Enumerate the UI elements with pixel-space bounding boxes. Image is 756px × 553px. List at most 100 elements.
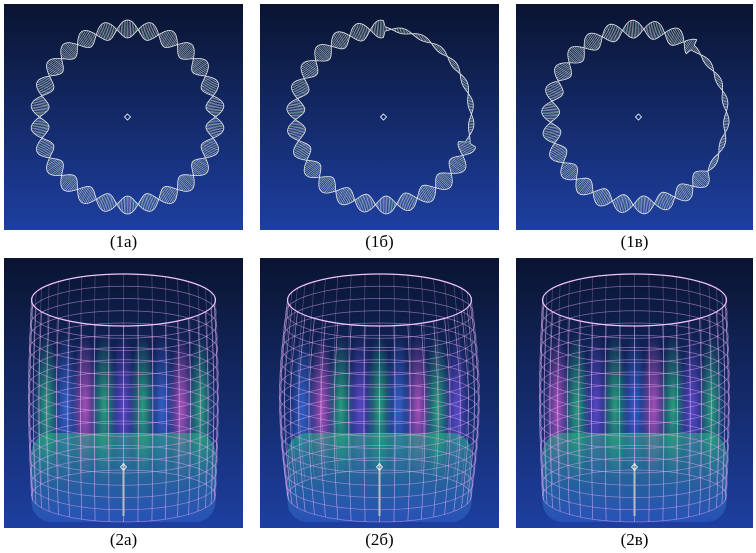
ring-mesh: [391, 199, 394, 210]
ring-mesh: [31, 104, 50, 108]
mesh-line: [177, 278, 180, 476]
ring-mesh: [468, 125, 474, 127]
ring-mesh: [696, 50, 699, 54]
ring-mesh: [112, 199, 115, 209]
ring-mesh: [322, 44, 332, 55]
caption: (1б): [365, 232, 394, 251]
ring-mesh: [358, 195, 363, 209]
ring-mesh: [292, 100, 301, 103]
background: [260, 4, 499, 230]
ring-mesh: [678, 36, 684, 44]
ring-mesh: [435, 183, 440, 190]
ring-mesh: [685, 39, 696, 53]
ring-mesh: [416, 33, 420, 39]
ring-mesh: [114, 201, 116, 207]
ring-mesh: [91, 193, 96, 203]
ring-mesh: [455, 156, 466, 163]
ring-mesh: [179, 43, 192, 58]
ring-mesh: [37, 134, 46, 137]
ring-mesh: [595, 188, 604, 204]
ring-mesh: [715, 78, 721, 82]
ring-mesh: [552, 144, 559, 148]
ring-mesh: [645, 26, 647, 33]
ring-mesh: [710, 161, 716, 166]
top-rim: [541, 273, 728, 327]
ring-mesh: [61, 46, 74, 60]
ring-mesh: [445, 172, 453, 180]
ring-mesh: [192, 171, 198, 176]
ring-mesh: [597, 188, 606, 205]
ring-mesh: [308, 60, 318, 68]
mesh-line: [619, 325, 621, 522]
ring-mesh: [593, 191, 596, 196]
ring-mesh: [675, 192, 679, 200]
ring-mesh: [378, 20, 380, 38]
ring-mesh: [415, 33, 418, 38]
ring-mesh: [154, 196, 158, 204]
ring-mesh: [37, 146, 55, 154]
ring-mesh: [545, 105, 558, 108]
ring-mesh: [703, 58, 709, 63]
ring-mesh: [200, 146, 218, 154]
mesh-line: [716, 288, 720, 485]
ring-mesh: [177, 185, 182, 191]
ring-mesh: [346, 191, 353, 205]
ring-panel: [260, 4, 499, 230]
ring-mesh: [402, 28, 405, 34]
ring-mesh: [655, 199, 658, 207]
ring-mesh: [625, 25, 628, 35]
mesh-line: [708, 284, 712, 481]
ring-mesh: [689, 185, 694, 190]
ring-mesh: [311, 169, 322, 178]
ring-mesh: [594, 188, 603, 202]
ring-mesh: [114, 27, 116, 33]
ring-mesh: [619, 194, 624, 213]
ring-mesh: [561, 165, 577, 177]
ring-mesh: [102, 193, 108, 211]
ring-mesh: [542, 108, 560, 111]
ring-mesh: [99, 194, 105, 208]
ring-mesh: [140, 199, 143, 209]
ring-mesh: [608, 24, 615, 42]
ring-mesh: [97, 30, 101, 38]
mesh-line: [290, 288, 298, 485]
ring-mesh: [327, 44, 332, 51]
mesh-line: [279, 299, 288, 497]
ring-mesh: [291, 86, 309, 93]
ring-mesh: [656, 197, 660, 208]
ring-mesh: [660, 193, 666, 210]
ring-mesh: [687, 184, 693, 192]
ring-mesh: [191, 59, 206, 71]
ring-mesh: [290, 133, 304, 138]
ring-mesh: [33, 100, 48, 104]
mesh-line: [662, 275, 665, 472]
ring-mesh: [330, 185, 336, 193]
ring-mesh: [181, 174, 194, 188]
ring-mesh: [39, 79, 54, 87]
ring-mesh: [69, 181, 78, 192]
ring-mesh: [161, 30, 169, 45]
ring-mesh: [560, 162, 571, 170]
ring-mesh: [207, 108, 224, 111]
mesh-line: [453, 315, 461, 512]
ring-mesh: [617, 26, 621, 37]
ring-mesh: [88, 191, 95, 204]
mesh-line: [543, 307, 548, 505]
ring-mesh: [657, 25, 662, 38]
ring-mesh: [197, 68, 209, 76]
ring-mesh: [318, 176, 327, 185]
ring-mesh: [97, 196, 101, 204]
ring-mesh: [451, 62, 457, 66]
ring-mesh: [57, 171, 63, 176]
ring-mesh: [50, 59, 64, 69]
ring-mesh: [438, 47, 443, 52]
ring-mesh: [398, 27, 400, 33]
mesh-line: [137, 325, 139, 522]
ring-mesh: [129, 196, 132, 214]
ring-mesh: [292, 83, 310, 91]
ring-mesh: [459, 148, 470, 154]
ring-mesh: [467, 99, 473, 101]
ring-mesh: [192, 162, 208, 173]
ring-mesh: [649, 22, 653, 38]
ring-mesh: [31, 124, 49, 128]
